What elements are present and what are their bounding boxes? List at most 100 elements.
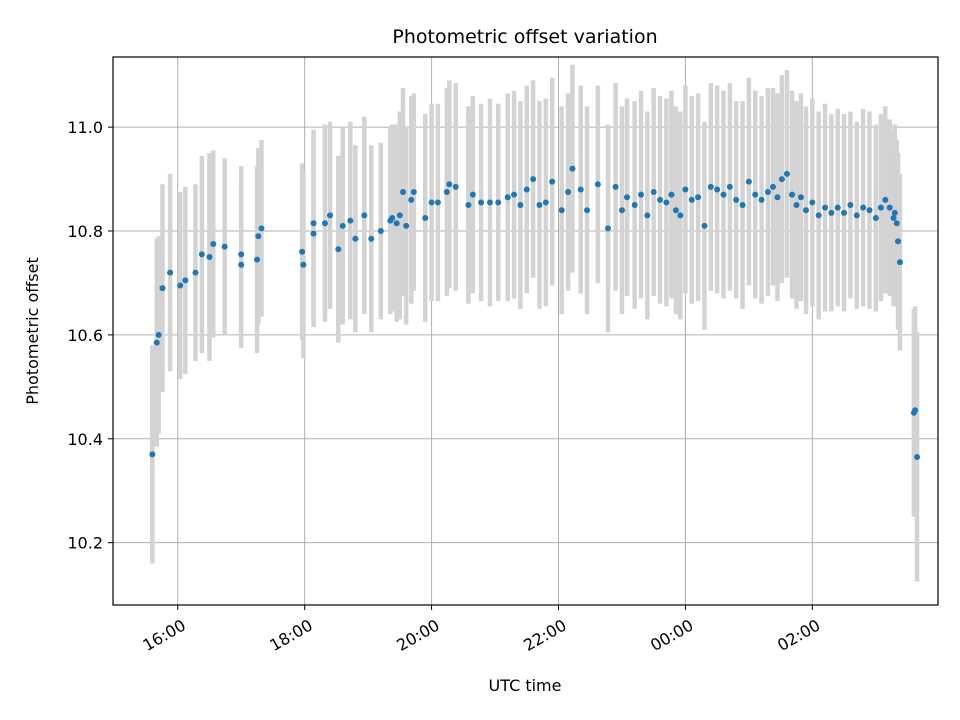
y-tick-label: 10.6: [67, 326, 103, 345]
data-point: [886, 204, 893, 211]
y-tick-label: 11.0: [67, 118, 103, 137]
data-point: [206, 253, 213, 260]
data-point: [410, 189, 417, 196]
data-point: [605, 225, 611, 232]
data-point: [238, 261, 245, 268]
data-point: [834, 204, 841, 211]
data-point: [396, 212, 403, 219]
data-point: [733, 196, 740, 203]
data-point: [408, 196, 415, 203]
data-point: [428, 199, 435, 206]
data-point: [650, 189, 657, 196]
data-point: [159, 285, 166, 292]
data-point: [153, 339, 160, 346]
data-point: [797, 194, 804, 201]
data-point: [238, 251, 245, 258]
data-point: [469, 191, 476, 198]
data-point: [327, 212, 334, 219]
data-point: [893, 220, 900, 227]
data-point: [352, 235, 359, 242]
data-point: [210, 240, 217, 247]
data-point: [565, 189, 572, 196]
data-point: [890, 215, 897, 222]
data-point: [720, 191, 727, 198]
data-point: [803, 207, 809, 214]
data-point: [815, 212, 822, 219]
data-point: [853, 212, 860, 219]
data-point: [511, 191, 518, 198]
data-point: [644, 212, 651, 219]
data-point: [310, 230, 317, 237]
y-axis-ticks: 10.2 10.4 10.6 10.8 11.0: [67, 118, 113, 553]
data-point: [828, 209, 835, 216]
data-point: [914, 453, 921, 460]
data-point: [809, 199, 816, 206]
data-point: [347, 217, 354, 224]
data-point: [530, 176, 537, 183]
data-point: [517, 202, 524, 209]
data-point: [822, 204, 829, 211]
data-point: [155, 331, 162, 338]
chart-title: Photometric offset variation: [392, 26, 657, 48]
data-point: [584, 207, 591, 214]
data-point: [774, 194, 781, 201]
data-point: [896, 259, 903, 266]
data-point: [478, 199, 485, 206]
data-point: [726, 183, 733, 190]
data-point: [182, 277, 189, 284]
data-point: [167, 269, 174, 276]
data-point: [860, 204, 867, 211]
data-point: [446, 181, 453, 188]
data-points: [149, 165, 921, 460]
data-point: [672, 207, 679, 214]
data-point: [770, 183, 776, 190]
data-point: [618, 207, 625, 214]
data-point: [377, 228, 384, 235]
data-point: [663, 199, 670, 206]
data-point: [361, 212, 368, 219]
data-point: [752, 191, 759, 198]
data-point: [677, 212, 684, 219]
data-point: [400, 189, 407, 196]
data-point: [321, 220, 328, 227]
data-point: [783, 170, 790, 177]
data-point: [707, 183, 714, 190]
data-point: [368, 235, 375, 242]
data-point: [422, 215, 429, 222]
data-point: [495, 199, 502, 206]
data-point: [695, 194, 702, 201]
data-point: [866, 207, 873, 214]
data-point: [258, 225, 265, 232]
data-point: [847, 202, 854, 209]
data-point: [452, 183, 459, 190]
data-point: [688, 196, 695, 203]
data-point: [682, 186, 689, 193]
data-point: [310, 220, 317, 227]
data-point: [764, 189, 771, 196]
data-point: [403, 222, 410, 229]
data-point: [198, 251, 205, 258]
data-point: [569, 165, 576, 172]
data-point: [657, 196, 664, 203]
data-point: [486, 199, 493, 206]
y-tick-label: 10.8: [67, 222, 103, 241]
data-point: [624, 194, 631, 201]
data-point: [443, 189, 450, 196]
y-tick-label: 10.2: [67, 534, 103, 553]
data-point: [542, 199, 549, 206]
data-point: [465, 202, 472, 209]
data-point: [877, 204, 884, 211]
plot-frame: [112, 56, 939, 606]
data-point: [793, 202, 800, 209]
data-point: [841, 209, 848, 216]
data-point: [434, 199, 441, 206]
data-point: [739, 202, 746, 209]
data-point: [789, 191, 796, 198]
data-point: [714, 186, 721, 193]
data-point: [882, 196, 889, 203]
data-point: [393, 220, 400, 227]
data-point: [631, 202, 638, 209]
data-point: [668, 191, 675, 198]
data-point: [895, 238, 902, 245]
